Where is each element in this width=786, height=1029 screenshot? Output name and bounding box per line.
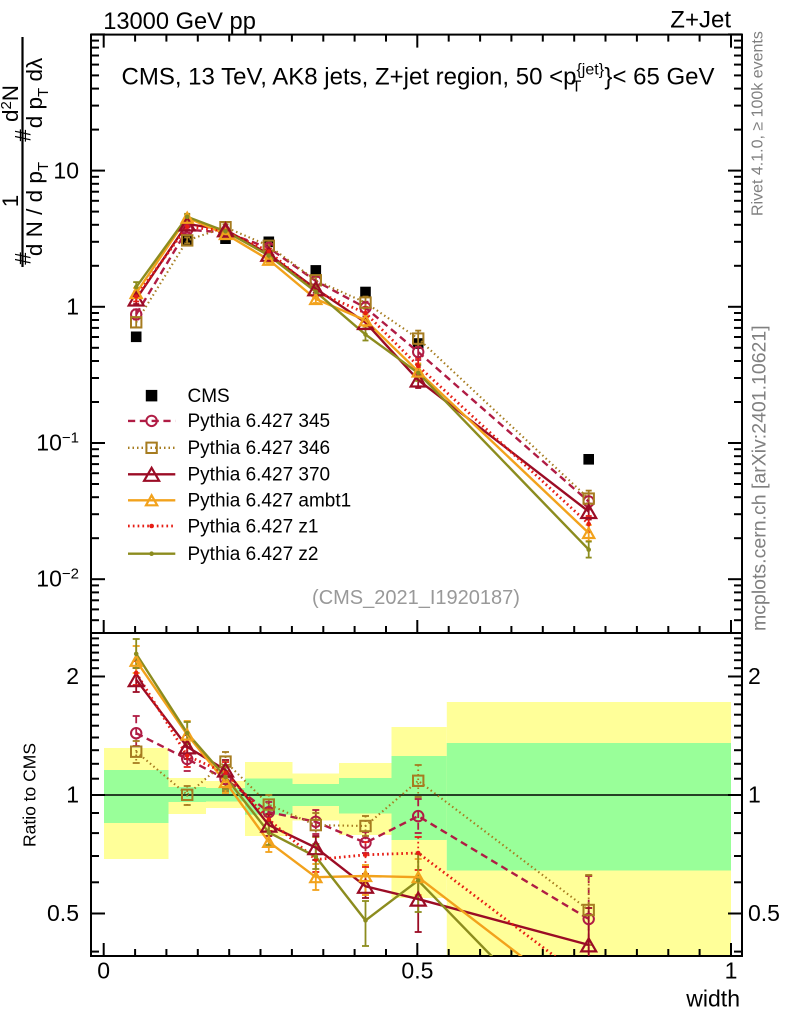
svg-text:d2N: d2N [0,85,23,122]
svg-text:Z+Jet: Z+Jet [670,7,731,34]
svg-text:mcplots.cern.ch [arXiv:2401.10: mcplots.cern.ch [arXiv:2401.10621] [749,325,771,631]
svg-text:0.5: 0.5 [748,900,780,926]
svg-text:0.5: 0.5 [47,900,79,926]
svg-text:Pythia 6.427 346: Pythia 6.427 346 [188,438,331,459]
svg-text:1: 1 [66,293,79,319]
svg-text:Rivet 4.1.0, ≥ 100k events: Rivet 4.1.0, ≥ 100k events [750,31,767,216]
svg-text:1: 1 [748,782,761,808]
svg-text:Ratio to CMS: Ratio to CMS [20,743,40,847]
svg-text:1: 1 [0,195,23,208]
svg-text:(CMS_2021_I1920187): (CMS_2021_I1920187) [312,587,520,609]
svg-text:Pythia 6.427 345: Pythia 6.427 345 [188,411,331,432]
svg-text:1: 1 [66,782,79,808]
svg-text:width: width [685,986,740,1012]
svg-text:Pythia 6.427 z1: Pythia 6.427 z1 [188,516,319,537]
svg-text:CMS: CMS [188,386,230,407]
svg-text:0: 0 [97,958,110,984]
svg-text:2: 2 [66,663,79,689]
svg-text:10−1: 10−1 [36,430,79,456]
svg-text:1: 1 [725,958,738,984]
svg-text:Pythia 6.427 ambt1: Pythia 6.427 ambt1 [188,491,352,512]
svg-text:10: 10 [53,157,79,183]
svg-text:2: 2 [748,663,761,689]
svg-text:0.5: 0.5 [401,958,433,984]
svg-text:CMS, 13 TeV, AK8 jets, Z+jet r: CMS, 13 TeV, AK8 jets, Z+jet region, 50 … [122,62,715,96]
svg-text:Pythia 6.427 z2: Pythia 6.427 z2 [188,544,319,565]
svg-text:13000 GeV pp: 13000 GeV pp [103,8,256,35]
svg-text:#: # [11,252,36,265]
svg-text:#: # [11,129,36,142]
svg-text:Pythia 6.427 370: Pythia 6.427 370 [188,465,331,486]
